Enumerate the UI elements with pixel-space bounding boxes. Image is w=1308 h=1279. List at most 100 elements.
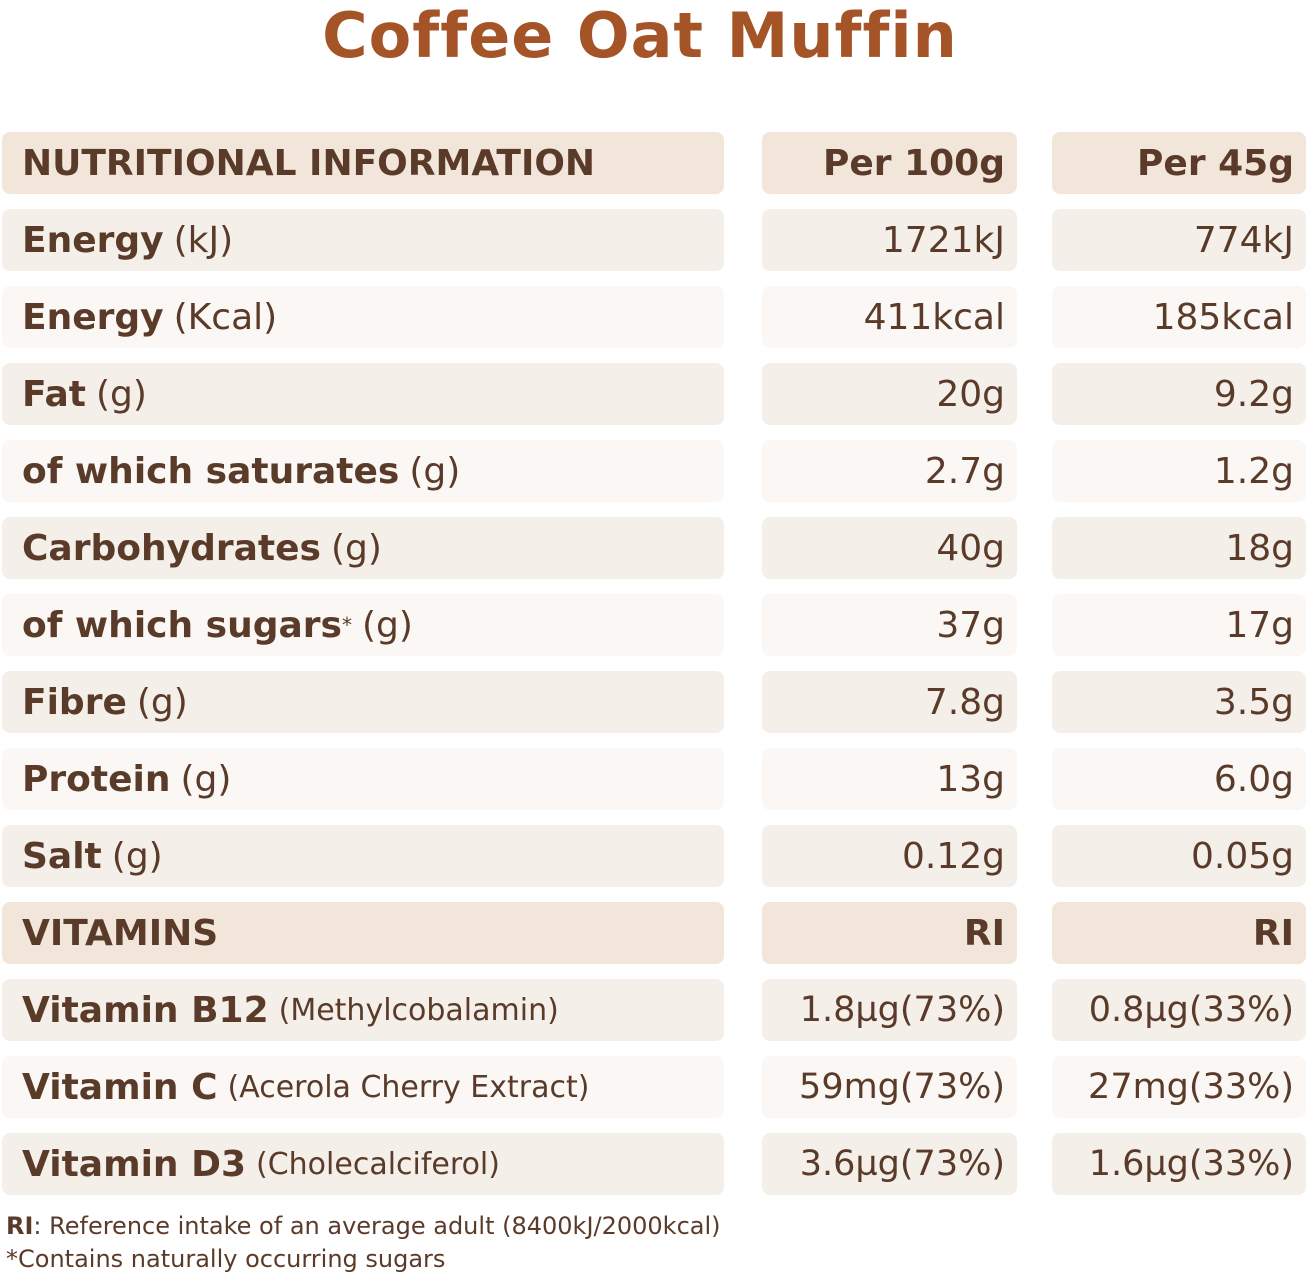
- nutrient-name: Protein: [22, 758, 171, 800]
- row-label: Vitamin D3 (Cholecalciferol): [2, 1133, 724, 1195]
- footnotes: RI: Reference intake of an average adult…: [6, 1210, 1296, 1276]
- row-label: Energy (Kcal): [2, 286, 724, 348]
- row-label: of which saturates (g): [2, 440, 724, 502]
- nutrient-name: Energy: [22, 296, 164, 338]
- value-text: 0.8µg(33%): [1088, 990, 1294, 1030]
- row-label: Vitamin C (Acerola Cherry Extract): [2, 1056, 724, 1118]
- value-text: 3.6µg(73%): [799, 1144, 1005, 1184]
- nutrient-name: Fat: [22, 373, 86, 415]
- table-row: Energy (kJ) 1721kJ 774kJ: [2, 209, 1306, 271]
- value-text: 7.8g: [924, 681, 1005, 723]
- vitamin-row: Vitamin D3 (Cholecalciferol) 3.6µg(73%) 1…: [2, 1133, 1306, 1195]
- value-per-45g: 6.0g: [1052, 748, 1306, 810]
- value-text: 9.2g: [1213, 373, 1294, 415]
- nutrient-unit: (kJ): [173, 219, 234, 261]
- vitamin-name: Vitamin C: [22, 1066, 218, 1108]
- value-text: 1.2g: [1213, 450, 1294, 492]
- value-text: 0.12g: [901, 835, 1005, 877]
- value-per-45g: 27mg(33%): [1052, 1056, 1306, 1118]
- table-row: Carbohydrates (g) 40g 18g: [2, 517, 1306, 579]
- table-row: of which saturates (g) 2.7g 1.2g: [2, 440, 1306, 502]
- value-text: 1.6µg(33%): [1088, 1144, 1294, 1184]
- header-label: NUTRITIONAL INFORMATION: [2, 132, 724, 194]
- nutrient-name: of which saturates: [22, 450, 400, 492]
- value-per-100g: 3.6µg(73%): [762, 1133, 1017, 1195]
- value-text: 1721kJ: [881, 219, 1005, 261]
- page-title: Coffee Oat Muffin: [322, 0, 958, 72]
- table-row: of which sugars * (g) 37g 17g: [2, 594, 1306, 656]
- value-text: 0.05g: [1190, 835, 1294, 877]
- value-text: 18g: [1225, 527, 1294, 569]
- nutrient-unit: (g): [330, 527, 382, 569]
- vitamin-source: (Cholecalciferol): [256, 1146, 500, 1182]
- value-text: 37g: [936, 604, 1005, 646]
- value-per-100g: 13g: [762, 748, 1017, 810]
- value-per-45g: 185kcal: [1052, 286, 1306, 348]
- value-per-100g: 20g: [762, 363, 1017, 425]
- row-label: Energy (kJ): [2, 209, 724, 271]
- value-per-45g: 774kJ: [1052, 209, 1306, 271]
- sugars-footnote: *Contains naturally occurring sugars: [6, 1245, 446, 1273]
- ri-definition: : Reference intake of an average adult (…: [33, 1212, 721, 1240]
- value-per-100g: 40g: [762, 517, 1017, 579]
- value-per-100g: 7.8g: [762, 671, 1017, 733]
- value-text: 20g: [936, 373, 1005, 415]
- value-per-100g: 59mg(73%): [762, 1056, 1017, 1118]
- table-row: Protein (g) 13g 6.0g: [2, 748, 1306, 810]
- vitamins-header-row: VITAMINS RI RI: [2, 902, 1306, 964]
- nutrient-name: of which sugars: [22, 604, 342, 646]
- value-per-100g: 1.8µg(73%): [762, 979, 1017, 1041]
- value-text: 774kJ: [1193, 219, 1294, 261]
- row-label: Fibre (g): [2, 671, 724, 733]
- nutrient-unit: (g): [111, 835, 163, 877]
- nutrient-unit: (g): [180, 758, 232, 800]
- value-per-100g: 411kcal: [762, 286, 1017, 348]
- nutrient-name: Fibre: [22, 681, 127, 723]
- value-per-100g: 37g: [762, 594, 1017, 656]
- value-text: 2.7g: [924, 450, 1005, 492]
- value-per-45g: 9.2g: [1052, 363, 1306, 425]
- vitamin-name: Vitamin B12: [22, 989, 269, 1031]
- value-per-100g: 1721kJ: [762, 209, 1017, 271]
- value-text: 1.8µg(73%): [799, 990, 1005, 1030]
- vitamin-row: Vitamin C (Acerola Cherry Extract) 59mg(7…: [2, 1056, 1306, 1118]
- nutrient-unit: (Kcal): [173, 296, 278, 338]
- value-text: 17g: [1225, 604, 1294, 646]
- row-label: Carbohydrates (g): [2, 517, 724, 579]
- value-per-45g: 1.6µg(33%): [1052, 1133, 1306, 1195]
- ri-header-per-45g: RI: [1052, 902, 1306, 964]
- nutrient-name: Carbohydrates: [22, 527, 321, 569]
- nutrient-unit: (g): [361, 604, 413, 646]
- ri-abbreviation: RI: [6, 1212, 34, 1240]
- value-per-45g: 1.2g: [1052, 440, 1306, 502]
- table-row: Salt (g) 0.12g 0.05g: [2, 825, 1306, 887]
- header-per-100g: Per 100g: [762, 132, 1017, 194]
- table-header-row: NUTRITIONAL INFORMATION Per 100g Per 45g: [2, 132, 1306, 194]
- table-row: Fat (g) 20g 9.2g: [2, 363, 1306, 425]
- row-label: Salt (g): [2, 825, 724, 887]
- ri-header-per-100g: RI: [762, 902, 1017, 964]
- value-text: 185kcal: [1152, 296, 1294, 338]
- value-per-45g: 18g: [1052, 517, 1306, 579]
- value-text: 27mg(33%): [1088, 1067, 1294, 1107]
- vitamins-header-label: VITAMINS: [2, 902, 724, 964]
- nutrient-name: Energy: [22, 219, 164, 261]
- value-text: 13g: [936, 758, 1005, 800]
- table-row: Fibre (g) 7.8g 3.5g: [2, 671, 1306, 733]
- ri-footnote: RI: Reference intake of an average adult…: [6, 1210, 1296, 1243]
- table-row: Energy (Kcal) 411kcal 185kcal: [2, 286, 1306, 348]
- row-label: of which sugars * (g): [2, 594, 724, 656]
- value-text: 411kcal: [863, 296, 1005, 338]
- vitamin-source: (Methylcobalamin): [278, 992, 559, 1028]
- nutrient-name: Salt: [22, 835, 102, 877]
- row-label: Fat (g): [2, 363, 724, 425]
- nutrient-unit: (g): [95, 373, 147, 415]
- value-per-45g: 3.5g: [1052, 671, 1306, 733]
- value-text: 40g: [936, 527, 1005, 569]
- value-text: 59mg(73%): [799, 1067, 1005, 1107]
- value-per-45g: 0.8µg(33%): [1052, 979, 1306, 1041]
- vitamin-name: Vitamin D3: [22, 1143, 247, 1185]
- value-per-100g: 2.7g: [762, 440, 1017, 502]
- value-per-100g: 0.12g: [762, 825, 1017, 887]
- value-text: 3.5g: [1213, 681, 1294, 723]
